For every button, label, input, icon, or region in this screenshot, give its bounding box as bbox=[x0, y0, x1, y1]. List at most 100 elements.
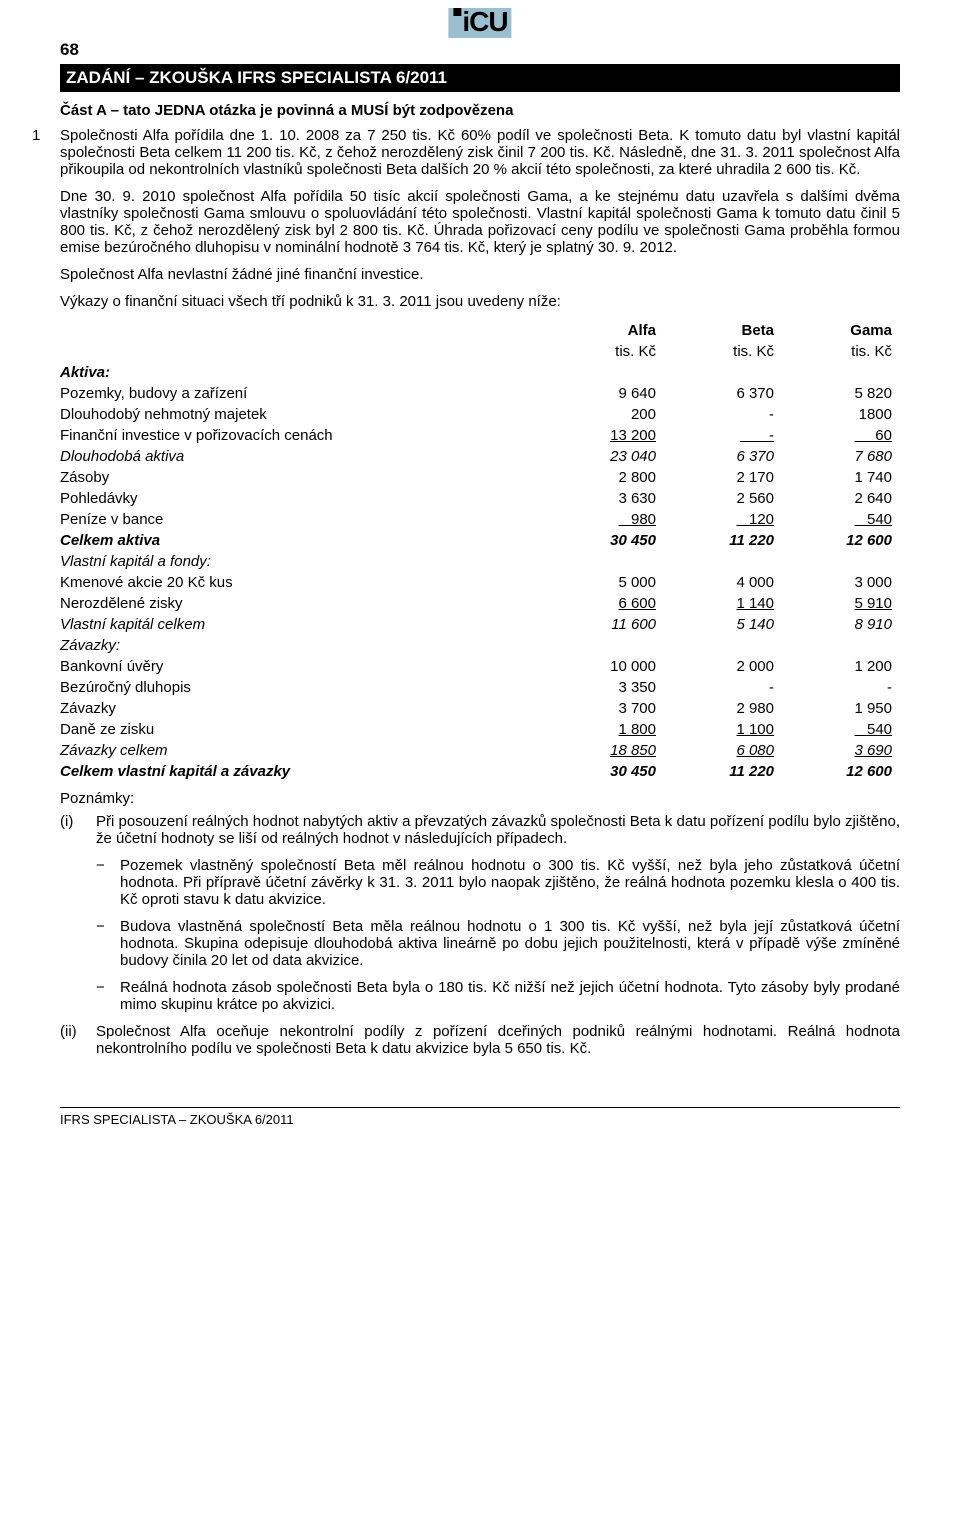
table-cell: 8 910 bbox=[782, 614, 900, 635]
section-a-title: Část A – tato JEDNA otázka je povinná a … bbox=[60, 102, 900, 119]
unit-alfa: tis. Kč bbox=[546, 341, 664, 362]
note-sub-text: Pozemek vlastněný společností Beta měl r… bbox=[120, 857, 900, 908]
table-row-label: Peníze v bance bbox=[60, 509, 546, 530]
table-cell: - bbox=[782, 677, 900, 698]
table-cell: 6 080 bbox=[664, 740, 782, 761]
section-zavazky: Závazky: bbox=[60, 635, 546, 656]
table-cell: 540 bbox=[782, 509, 900, 530]
table-cell: 3 700 bbox=[546, 698, 664, 719]
table-row-label: Celkem vlastní kapitál a závazky bbox=[60, 761, 546, 782]
table-cell: 7 680 bbox=[782, 446, 900, 467]
table-cell: 10 000 bbox=[546, 656, 664, 677]
table-cell: 30 450 bbox=[546, 530, 664, 551]
table-cell: - bbox=[664, 425, 782, 446]
table-cell: 6 600 bbox=[546, 593, 664, 614]
table-cell: 60 bbox=[782, 425, 900, 446]
paragraph-1: Společnosti Alfa pořídila dne 1. 10. 200… bbox=[60, 127, 900, 178]
table-row-label: Dlouhodobý nehmotný majetek bbox=[60, 404, 546, 425]
logo-text: iCU bbox=[462, 6, 507, 37]
col-header-beta: Beta bbox=[664, 320, 782, 341]
table-row-label: Závazky bbox=[60, 698, 546, 719]
table-cell: 1 950 bbox=[782, 698, 900, 719]
table-cell: - bbox=[664, 404, 782, 425]
table-row-label: Daně ze zisku bbox=[60, 719, 546, 740]
table-cell: 120 bbox=[664, 509, 782, 530]
table-cell: - bbox=[664, 677, 782, 698]
table-cell: 5 140 bbox=[664, 614, 782, 635]
table-cell: 11 220 bbox=[664, 761, 782, 782]
table-cell: 2 000 bbox=[664, 656, 782, 677]
table-cell: 2 560 bbox=[664, 488, 782, 509]
dash-marker: − bbox=[96, 857, 120, 874]
table-cell: 12 600 bbox=[782, 530, 900, 551]
col-header-gama: Gama bbox=[782, 320, 900, 341]
table-cell: 980 bbox=[546, 509, 664, 530]
section-aktiva: Aktiva: bbox=[60, 362, 546, 383]
table-cell: 5 820 bbox=[782, 383, 900, 404]
table-cell: 18 850 bbox=[546, 740, 664, 761]
header-bar: ZADÁNÍ – ZKOUŠKA IFRS SPECIALISTA 6/2011 bbox=[60, 64, 900, 92]
note-i-marker: (i) bbox=[60, 813, 96, 830]
dash-marker: − bbox=[96, 979, 120, 996]
table-cell: 540 bbox=[782, 719, 900, 740]
table-cell: 1 140 bbox=[664, 593, 782, 614]
financial-table: Alfa Beta Gama tis. Kč tis. Kč tis. Kč A… bbox=[60, 320, 900, 782]
table-cell: 200 bbox=[546, 404, 664, 425]
logo: iCU bbox=[448, 8, 511, 38]
table-cell: 13 200 bbox=[546, 425, 664, 446]
col-header-alfa: Alfa bbox=[546, 320, 664, 341]
table-cell: 1 100 bbox=[664, 719, 782, 740]
table-row-label: Kmenové akcie 20 Kč kus bbox=[60, 572, 546, 593]
table-row-label: Celkem aktiva bbox=[60, 530, 546, 551]
table-cell: 3 690 bbox=[782, 740, 900, 761]
table-row-label: Bezúročný dluhopis bbox=[60, 677, 546, 698]
table-cell: 23 040 bbox=[546, 446, 664, 467]
paragraph-2: Dne 30. 9. 2010 společnost Alfa pořídila… bbox=[60, 188, 900, 256]
note-sub-text: Reálná hodnota zásob společnosti Beta by… bbox=[120, 979, 900, 1013]
footer: IFRS SPECIALISTA – ZKOUŠKA 6/2011 bbox=[60, 1107, 900, 1127]
page-number: 68 bbox=[60, 40, 900, 60]
table-row-label: Vlastní kapitál celkem bbox=[60, 614, 546, 635]
table-row-label: Dlouhodobá aktiva bbox=[60, 446, 546, 467]
dash-marker: − bbox=[96, 918, 120, 935]
paragraph-3: Společnost Alfa nevlastní žádné jiné fin… bbox=[60, 266, 900, 283]
table-cell: 1 800 bbox=[546, 719, 664, 740]
question-number: 1 bbox=[32, 127, 60, 144]
note-ii-marker: (ii) bbox=[60, 1023, 96, 1040]
table-cell: 1 740 bbox=[782, 467, 900, 488]
table-row-label: Bankovní úvěry bbox=[60, 656, 546, 677]
table-cell: 9 640 bbox=[546, 383, 664, 404]
unit-gama: tis. Kč bbox=[782, 341, 900, 362]
table-cell: 12 600 bbox=[782, 761, 900, 782]
table-cell: 6 370 bbox=[664, 446, 782, 467]
table-cell: 2 980 bbox=[664, 698, 782, 719]
note-sub-text: Budova vlastněná společností Beta měla r… bbox=[120, 918, 900, 969]
notes-heading: Poznámky: bbox=[60, 790, 900, 807]
note-ii-text: Společnost Alfa oceňuje nekontrolní podí… bbox=[96, 1023, 900, 1057]
table-row-label: Zásoby bbox=[60, 467, 546, 488]
table-cell: 2 800 bbox=[546, 467, 664, 488]
table-cell: 11 600 bbox=[546, 614, 664, 635]
table-cell: 30 450 bbox=[546, 761, 664, 782]
table-row-label: Nerozdělené zisky bbox=[60, 593, 546, 614]
unit-beta: tis. Kč bbox=[664, 341, 782, 362]
section-vk: Vlastní kapitál a fondy: bbox=[60, 551, 546, 572]
table-cell: 1 200 bbox=[782, 656, 900, 677]
table-cell: 11 220 bbox=[664, 530, 782, 551]
table-row-label: Pohledávky bbox=[60, 488, 546, 509]
paragraph-4: Výkazy o finanční situaci všech tří podn… bbox=[60, 293, 900, 310]
table-row-label: Závazky celkem bbox=[60, 740, 546, 761]
note-i-text: Při posouzení reálných hodnot nabytých a… bbox=[96, 813, 900, 847]
table-cell: 3 630 bbox=[546, 488, 664, 509]
table-cell: 2 170 bbox=[664, 467, 782, 488]
table-cell: 2 640 bbox=[782, 488, 900, 509]
table-cell: 4 000 bbox=[664, 572, 782, 593]
table-cell: 3 000 bbox=[782, 572, 900, 593]
table-cell: 5 910 bbox=[782, 593, 900, 614]
table-cell: 3 350 bbox=[546, 677, 664, 698]
table-cell: 5 000 bbox=[546, 572, 664, 593]
table-row-label: Pozemky, budovy a zařízení bbox=[60, 383, 546, 404]
table-cell: 6 370 bbox=[664, 383, 782, 404]
table-row-label: Finanční investice v pořizovacích cenách bbox=[60, 425, 546, 446]
table-cell: 1800 bbox=[782, 404, 900, 425]
